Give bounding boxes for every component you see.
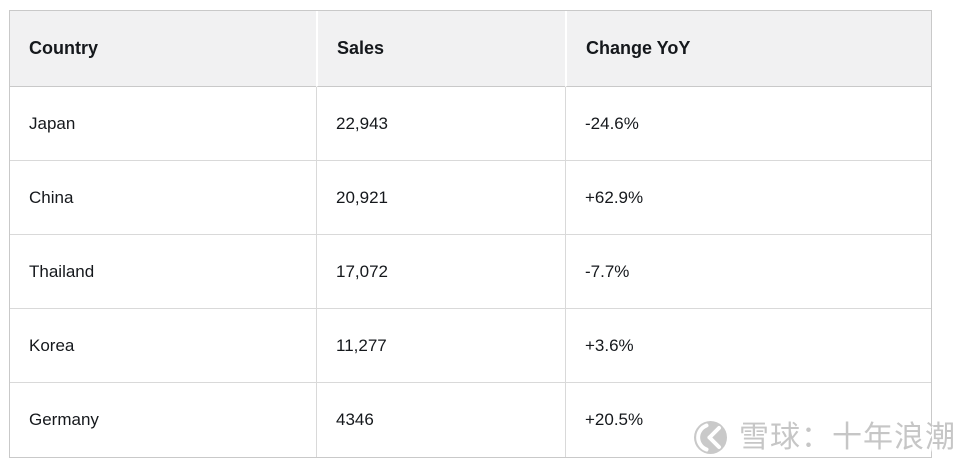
cell-sales: 20,921 xyxy=(316,161,565,235)
cell-sales: 22,943 xyxy=(316,87,565,161)
column-header-change-yoy: Change YoY xyxy=(565,11,931,87)
column-header-country: Country xyxy=(10,11,316,87)
cell-country: Korea xyxy=(10,309,316,383)
cell-change-yoy: -24.6% xyxy=(565,87,931,161)
table-row: Japan 22,943 -24.6% xyxy=(10,87,931,161)
cell-change-yoy: +3.6% xyxy=(565,309,931,383)
table-row: Thailand 17,072 -7.7% xyxy=(10,235,931,309)
cell-country: Japan xyxy=(10,87,316,161)
data-table: Country Sales Change YoY Japan 22,943 -2… xyxy=(10,11,931,457)
cell-country: China xyxy=(10,161,316,235)
cell-sales: 4346 xyxy=(316,383,565,457)
cell-change-yoy: +62.9% xyxy=(565,161,931,235)
cell-country: Thailand xyxy=(10,235,316,309)
cell-country: Germany xyxy=(10,383,316,457)
cell-sales: 17,072 xyxy=(316,235,565,309)
table-row: China 20,921 +62.9% xyxy=(10,161,931,235)
cell-sales: 11,277 xyxy=(316,309,565,383)
cell-change-yoy: +20.5% xyxy=(565,383,931,457)
table-header-row: Country Sales Change YoY xyxy=(10,11,931,87)
cell-change-yoy: -7.7% xyxy=(565,235,931,309)
table-row: Korea 11,277 +3.6% xyxy=(10,309,931,383)
table-row: Germany 4346 +20.5% xyxy=(10,383,931,457)
sales-by-country-table: Country Sales Change YoY Japan 22,943 -2… xyxy=(9,10,932,458)
column-header-sales: Sales xyxy=(316,11,565,87)
